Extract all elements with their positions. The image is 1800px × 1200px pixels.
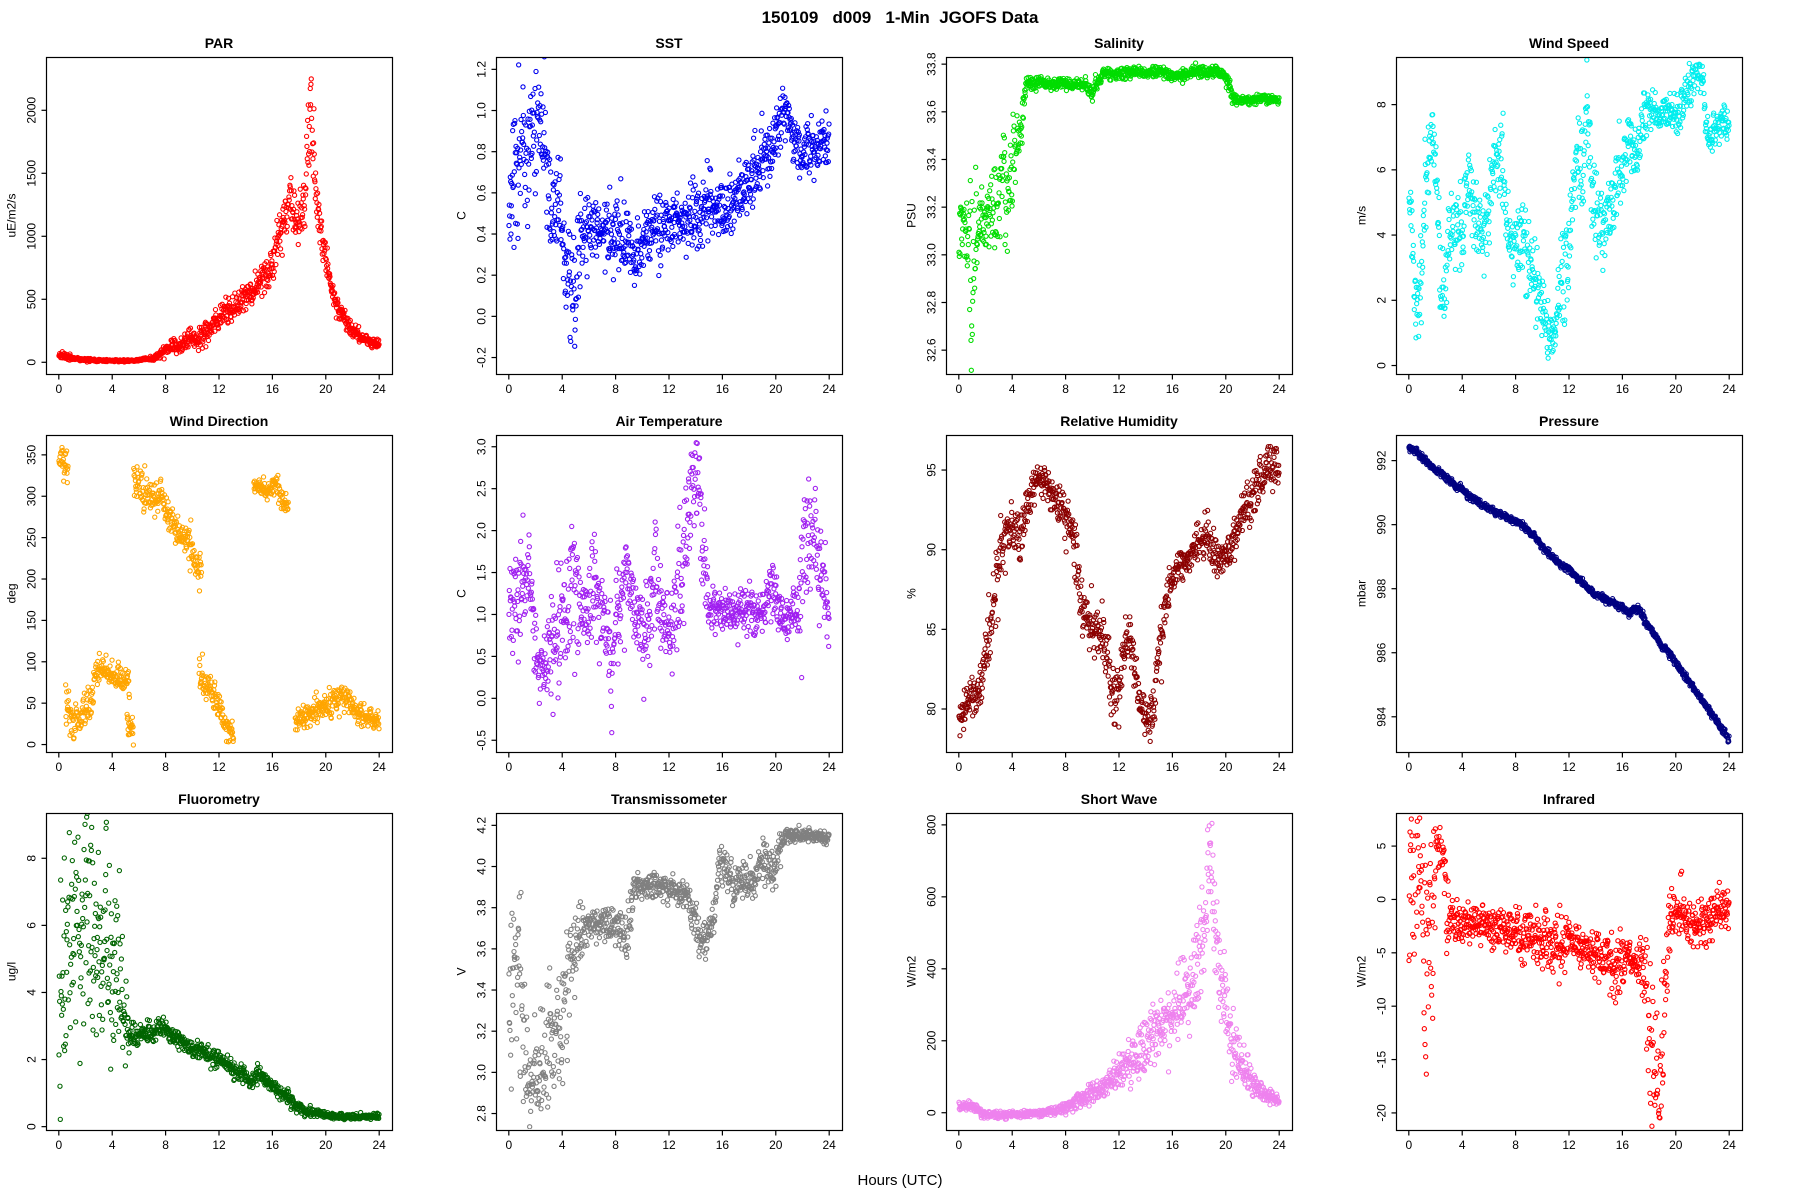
chart-panel-par xyxy=(0,30,450,408)
chart-canvas-transmissometer xyxy=(450,786,900,1164)
chart-canvas-relative-humidity xyxy=(900,408,1350,786)
chart-panel-relative-humidity xyxy=(900,408,1350,786)
chart-panel-wind-direction xyxy=(0,408,450,786)
chart-panel-sst xyxy=(450,30,900,408)
chart-canvas-wind-direction xyxy=(0,408,450,786)
chart-canvas-salinity xyxy=(900,30,1350,408)
chart-canvas-fluorometry xyxy=(0,786,450,1164)
chart-panel-salinity xyxy=(900,30,1350,408)
chart-panel-transmissometer xyxy=(450,786,900,1164)
chart-canvas-wind-speed xyxy=(1350,30,1800,408)
chart-canvas-infrared xyxy=(1350,786,1800,1164)
chart-panel-air-temperature xyxy=(450,408,900,786)
chart-canvas-sst xyxy=(450,30,900,408)
charts-grid xyxy=(0,30,1800,1164)
chart-panel-short-wave xyxy=(900,786,1350,1164)
chart-canvas-pressure xyxy=(1350,408,1800,786)
chart-panel-infrared xyxy=(1350,786,1800,1164)
chart-canvas-short-wave xyxy=(900,786,1350,1164)
chart-panel-pressure xyxy=(1350,408,1800,786)
x-axis-label: Hours (UTC) xyxy=(857,1172,943,1189)
page-title: 150109 d009 1-Min JGOFS Data xyxy=(761,8,1039,27)
chart-panel-fluorometry xyxy=(0,786,450,1164)
chart-canvas-air-temperature xyxy=(450,408,900,786)
chart-panel-wind-speed xyxy=(1350,30,1800,408)
chart-canvas-par xyxy=(0,30,450,408)
